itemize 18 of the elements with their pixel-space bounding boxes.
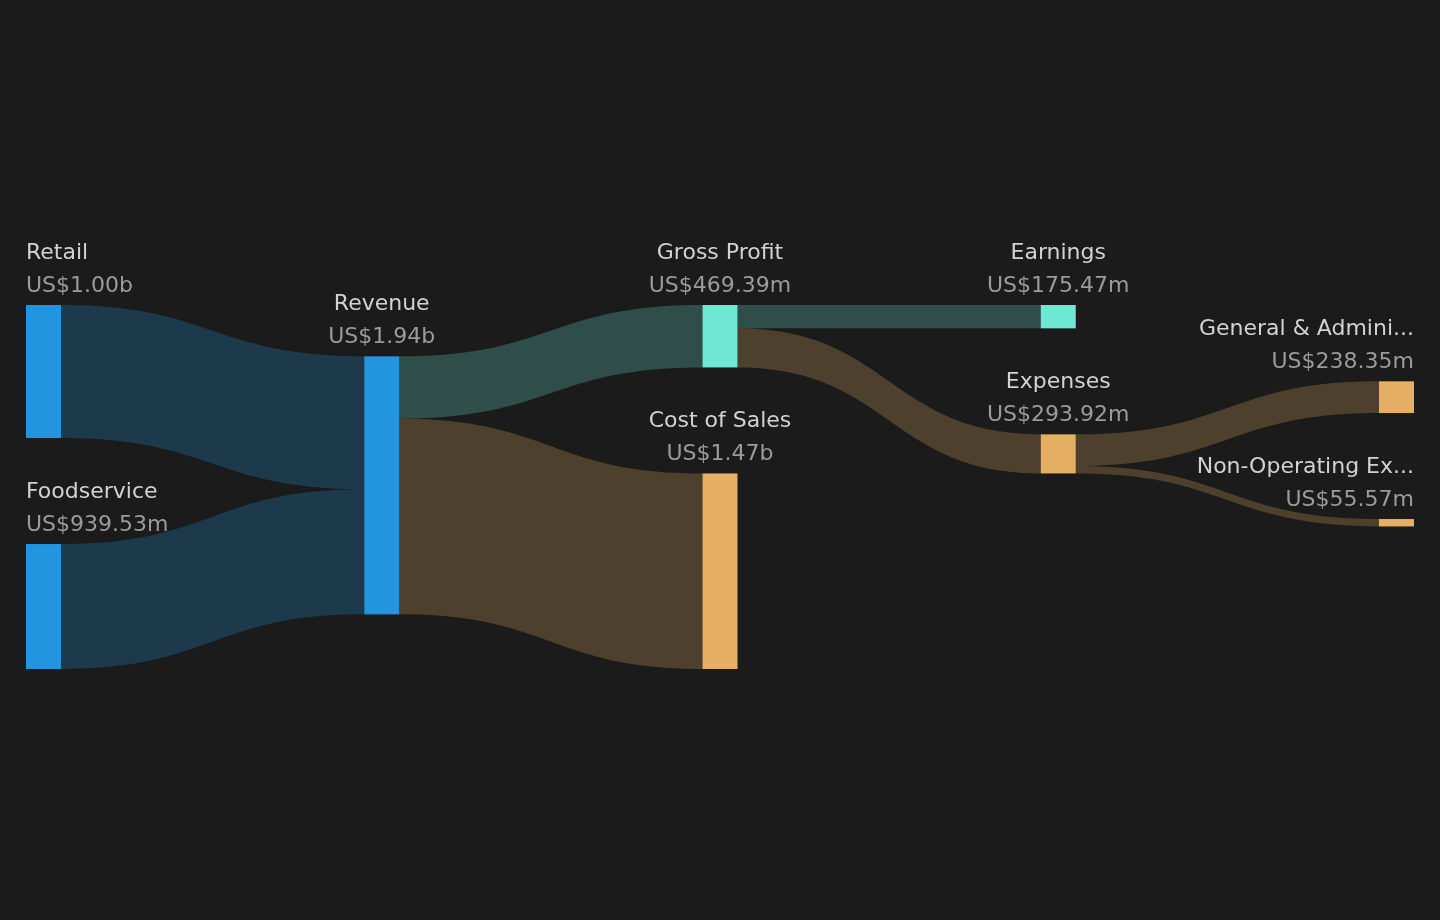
data-label: US$55.57m <box>1285 485 1414 511</box>
data-label: US$469.39m <box>648 271 792 297</box>
category-label: Gross Profit <box>656 238 784 264</box>
data-label: US$238.35m <box>1271 347 1414 373</box>
category-label: General & Admini... <box>1198 314 1414 340</box>
data-label: US$293.92m <box>987 400 1130 426</box>
category-label: Retail <box>26 238 89 264</box>
data-label: US$1.47b <box>666 439 774 465</box>
category-label: Earnings <box>1010 238 1106 264</box>
category-label: Revenue <box>333 289 430 315</box>
data-label: US$939.53m <box>26 510 169 536</box>
category-label: Cost of Sales <box>648 406 792 432</box>
category-label: Non-Operating Ex... <box>1196 452 1414 478</box>
data-label: US$1.94b <box>328 322 436 348</box>
category-label: Foodservice <box>26 477 158 503</box>
category-label: Expenses <box>1005 367 1111 393</box>
data-label: US$1.00b <box>26 271 134 297</box>
data-label: US$175.47m <box>987 271 1130 297</box>
